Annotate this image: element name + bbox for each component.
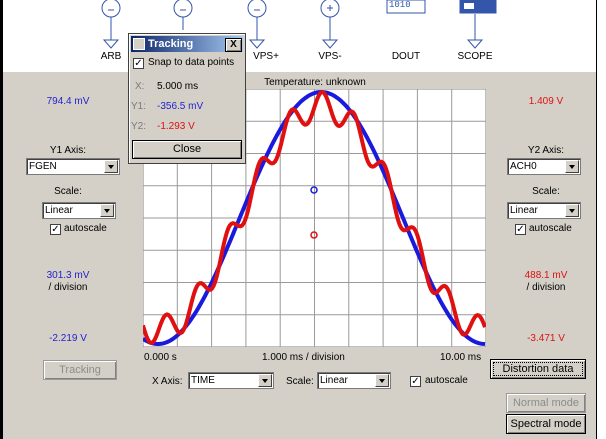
x-scale-select[interactable]: Linear [317, 372, 391, 389]
y1-axis-label: Y1 Axis: [49, 145, 87, 156]
y1-top-value: 794.4 mV [46, 96, 90, 107]
x-autoscale-checkbox[interactable]: ✓ [410, 376, 421, 387]
y1-autoscale-checkbox[interactable]: ✓ [50, 224, 61, 235]
track-y2-label: Y2: [131, 121, 147, 132]
y1-axis-select[interactable]: FGEN [26, 158, 120, 175]
java-cup-icon [133, 38, 145, 50]
x-axis-select[interactable]: TIME [188, 372, 274, 389]
y1-scale-label: Scale: [54, 186, 82, 197]
arb-ground-icon [102, 39, 120, 49]
schematic-symbols [101, 0, 497, 49]
tracking-button[interactable]: Tracking [43, 360, 117, 380]
chevron-down-icon [104, 160, 118, 173]
spectral-mode-button[interactable]: Spectral mode [506, 414, 586, 434]
dout-box [386, 0, 426, 14]
tracking-close-button[interactable]: Close [132, 140, 242, 159]
dout-value: 1010 [389, 0, 411, 10]
x-autoscale-label: autoscale [425, 375, 468, 386]
y1-division-value: 301.3 mV [46, 270, 90, 281]
vps-plus-label: VPS+ [253, 51, 279, 62]
y2-axis-value: ACH0 [510, 161, 537, 172]
y2-axis-select[interactable]: ACH0 [507, 158, 581, 175]
vps-minus-label: VPS- [318, 51, 342, 62]
x-start-label: 0.000 s [144, 352, 177, 363]
chevron-down-icon [100, 204, 114, 217]
chevron-down-icon [258, 374, 272, 387]
y2-axis-label: Y2 Axis: [527, 145, 565, 156]
normal-mode-button[interactable]: Normal mode [506, 393, 586, 413]
y2-scale-value: Linear [510, 205, 538, 216]
y1-scale-value: Linear [45, 205, 73, 216]
distortion-data-button[interactable]: Distortion data [490, 359, 586, 379]
y2-top-value: 1.409 V [528, 96, 564, 107]
x-axis-label: X Axis: [152, 376, 183, 387]
tracking-dialog: Tracking X ✓ Snap to data points X: 5.00… [128, 33, 246, 164]
x-axis-value: TIME [191, 375, 215, 386]
y2-bottom-value: -3.471 V [527, 333, 565, 344]
y1-bottom-value: -2.219 V [49, 333, 87, 344]
tracking-dialog-titlebar[interactable]: Tracking X [131, 36, 243, 52]
x-scale-value: Linear [320, 375, 348, 386]
schematic-strip: ARB VPS+ VPS- DOUT SCOPE 1010 [0, 0, 606, 72]
x-end-label: 10.00 ms [440, 352, 482, 363]
y2-division-value: 488.1 mV [524, 270, 568, 281]
y1-tracking-marker [310, 186, 318, 194]
y1-axis-value: FGEN [29, 161, 57, 172]
plot-title: Temperature: unknown [264, 77, 366, 88]
dout-label: DOUT [391, 51, 421, 62]
x-scale-label: Scale: [286, 376, 314, 387]
y2-autoscale-checkbox[interactable]: ✓ [515, 224, 526, 235]
chevron-down-icon [565, 204, 579, 217]
track-x-label: X: [135, 81, 145, 92]
y1-division-unit: / division [48, 282, 88, 293]
y1-autoscale-label: autoscale [64, 223, 107, 234]
y2-trace [143, 90, 486, 345]
chevron-down-icon [375, 374, 389, 387]
y2-division-unit: / division [526, 282, 566, 293]
x-division-label: 1.000 ms / division [262, 352, 345, 363]
y2-autoscale-label: autoscale [529, 223, 572, 234]
close-icon[interactable]: X [225, 38, 242, 52]
tracking-dialog-title: Tracking [148, 38, 194, 50]
track-y1-label: Y1: [131, 101, 147, 112]
track-y1-value: -356.5 mV [157, 101, 204, 112]
snap-label: Snap to data points [148, 57, 235, 68]
chevron-down-icon [565, 160, 579, 173]
scope-label: SCOPE [457, 51, 493, 62]
arb-label: ARB [100, 51, 122, 62]
snap-checkbox[interactable]: ✓ [133, 58, 144, 69]
y1-scale-select[interactable]: Linear [42, 202, 116, 219]
y2-scale-select[interactable]: Linear [507, 202, 581, 219]
track-y2-value: -1.293 V [157, 121, 195, 132]
y2-scale-label: Scale: [532, 186, 560, 197]
y2-tracking-marker [310, 231, 318, 239]
scope-ground-icon [466, 39, 484, 49]
track-x-value: 5.000 ms [157, 81, 199, 92]
